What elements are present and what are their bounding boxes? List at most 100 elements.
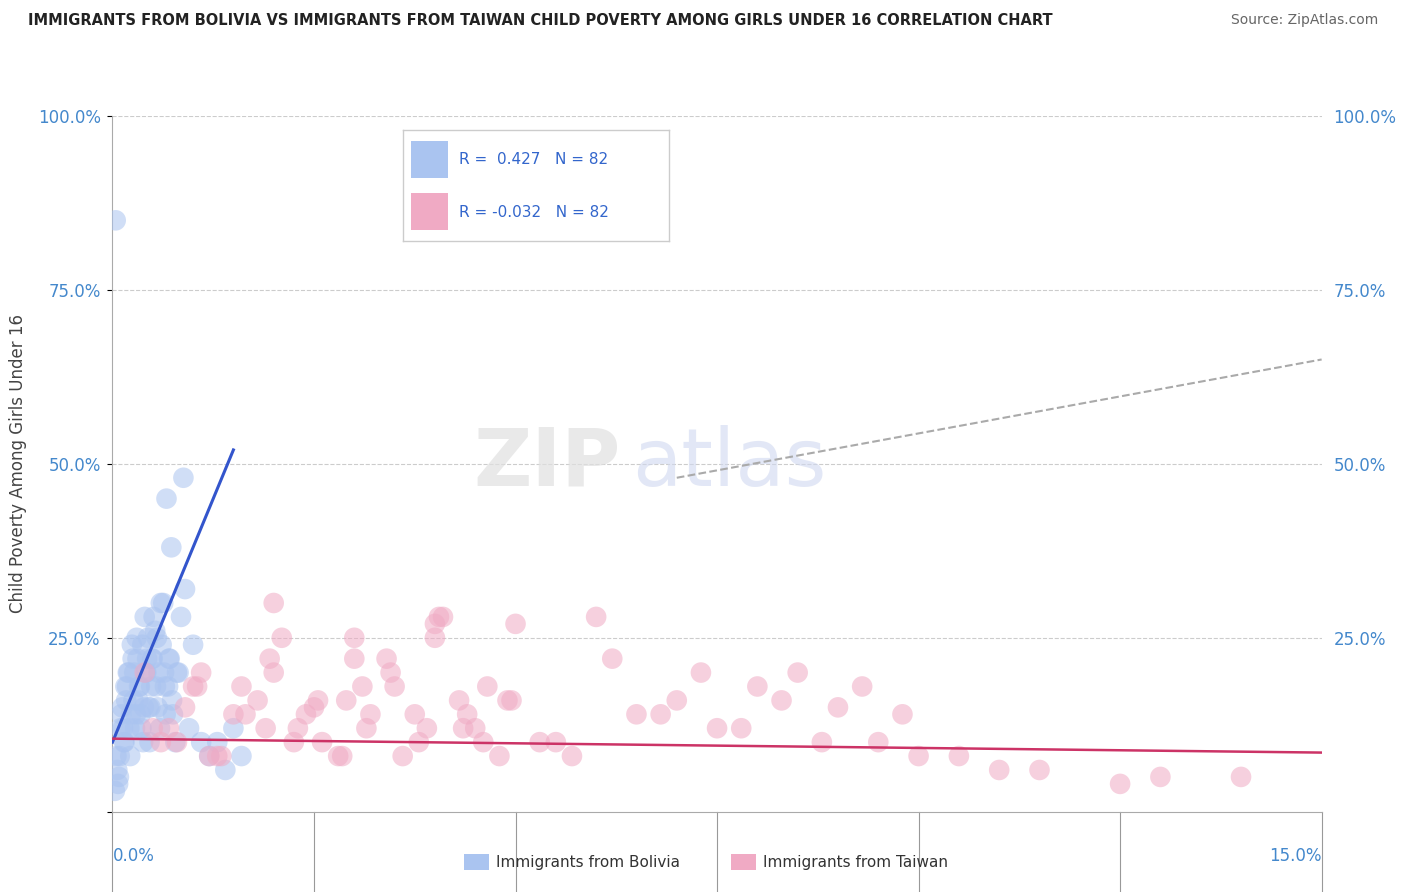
Point bbox=[131, 638, 153, 652]
Point bbox=[209, 749, 232, 764]
Point bbox=[128, 680, 150, 694]
Point bbox=[259, 651, 281, 665]
Point bbox=[107, 777, 129, 791]
Point bbox=[375, 651, 398, 665]
Point bbox=[254, 721, 277, 735]
Point bbox=[149, 735, 172, 749]
Point bbox=[356, 721, 378, 735]
Text: ZIP: ZIP bbox=[472, 425, 620, 503]
Point bbox=[283, 735, 305, 749]
Text: Immigrants from Taiwan: Immigrants from Taiwan bbox=[763, 855, 949, 870]
Point bbox=[131, 721, 153, 735]
Point bbox=[159, 651, 181, 665]
Point bbox=[190, 735, 212, 749]
Point bbox=[120, 749, 142, 764]
Point bbox=[181, 680, 204, 694]
Point bbox=[1230, 770, 1253, 784]
Point bbox=[343, 631, 366, 645]
Point bbox=[207, 735, 229, 749]
Text: 15.0%: 15.0% bbox=[1270, 847, 1322, 864]
Point bbox=[1028, 763, 1050, 777]
Point bbox=[177, 721, 200, 735]
Point bbox=[477, 680, 499, 694]
Point bbox=[165, 735, 187, 749]
Point bbox=[287, 721, 309, 735]
Point bbox=[122, 693, 145, 707]
Point bbox=[501, 693, 523, 707]
Y-axis label: Child Poverty Among Girls Under 16: Child Poverty Among Girls Under 16 bbox=[8, 314, 27, 614]
Point bbox=[136, 651, 159, 665]
Point bbox=[150, 638, 173, 652]
Point bbox=[335, 693, 357, 707]
Point bbox=[108, 770, 131, 784]
Point bbox=[186, 680, 208, 694]
Point bbox=[112, 735, 135, 749]
Point bbox=[505, 616, 527, 631]
Point bbox=[141, 680, 163, 694]
Point bbox=[747, 680, 769, 694]
Point bbox=[146, 700, 169, 714]
Point bbox=[404, 707, 426, 722]
Point bbox=[146, 631, 169, 645]
Point bbox=[104, 213, 127, 227]
Point bbox=[948, 749, 970, 764]
Point bbox=[384, 680, 406, 694]
Point bbox=[135, 665, 157, 680]
Point bbox=[105, 749, 128, 764]
Point bbox=[529, 735, 551, 749]
Point bbox=[827, 700, 849, 714]
Point bbox=[408, 735, 430, 749]
Point bbox=[114, 680, 136, 694]
Point bbox=[142, 721, 165, 735]
Point bbox=[166, 735, 188, 749]
Point bbox=[730, 721, 752, 735]
Point bbox=[181, 638, 204, 652]
Point bbox=[432, 610, 454, 624]
Point bbox=[148, 665, 170, 680]
Point bbox=[149, 596, 172, 610]
Point bbox=[115, 680, 138, 694]
Point bbox=[352, 680, 374, 694]
Point bbox=[851, 680, 873, 694]
Point bbox=[391, 749, 413, 764]
Point bbox=[174, 700, 197, 714]
Point bbox=[157, 721, 180, 735]
Point bbox=[207, 749, 229, 764]
Point bbox=[149, 721, 172, 735]
Point bbox=[125, 631, 148, 645]
Point bbox=[121, 651, 143, 665]
Point bbox=[190, 665, 212, 680]
Point bbox=[111, 700, 134, 714]
Point bbox=[302, 700, 325, 714]
Point bbox=[690, 665, 713, 680]
Point bbox=[108, 749, 131, 764]
Point bbox=[111, 721, 134, 735]
Point bbox=[104, 784, 127, 798]
Point bbox=[141, 651, 163, 665]
Point bbox=[770, 693, 793, 707]
Point bbox=[868, 735, 890, 749]
Point bbox=[270, 631, 292, 645]
Text: 0.0%: 0.0% bbox=[112, 847, 155, 864]
Point bbox=[132, 735, 155, 749]
Point bbox=[343, 651, 366, 665]
Point bbox=[472, 735, 495, 749]
Text: IMMIGRANTS FROM BOLIVIA VS IMMIGRANTS FROM TAIWAN CHILD POVERTY AMONG GIRLS UNDE: IMMIGRANTS FROM BOLIVIA VS IMMIGRANTS FR… bbox=[28, 13, 1053, 29]
Point bbox=[122, 665, 145, 680]
Point bbox=[118, 721, 141, 735]
Point bbox=[626, 707, 648, 722]
Point bbox=[115, 693, 138, 707]
Point bbox=[600, 651, 623, 665]
Point bbox=[125, 707, 148, 722]
Point bbox=[160, 693, 183, 707]
Point bbox=[142, 651, 165, 665]
Point bbox=[127, 651, 149, 665]
Point bbox=[231, 680, 253, 694]
Point bbox=[153, 665, 176, 680]
Point bbox=[891, 707, 914, 722]
Point bbox=[1149, 770, 1171, 784]
Point bbox=[110, 721, 132, 735]
Point bbox=[907, 749, 929, 764]
Point bbox=[544, 735, 567, 749]
Point bbox=[114, 735, 136, 749]
